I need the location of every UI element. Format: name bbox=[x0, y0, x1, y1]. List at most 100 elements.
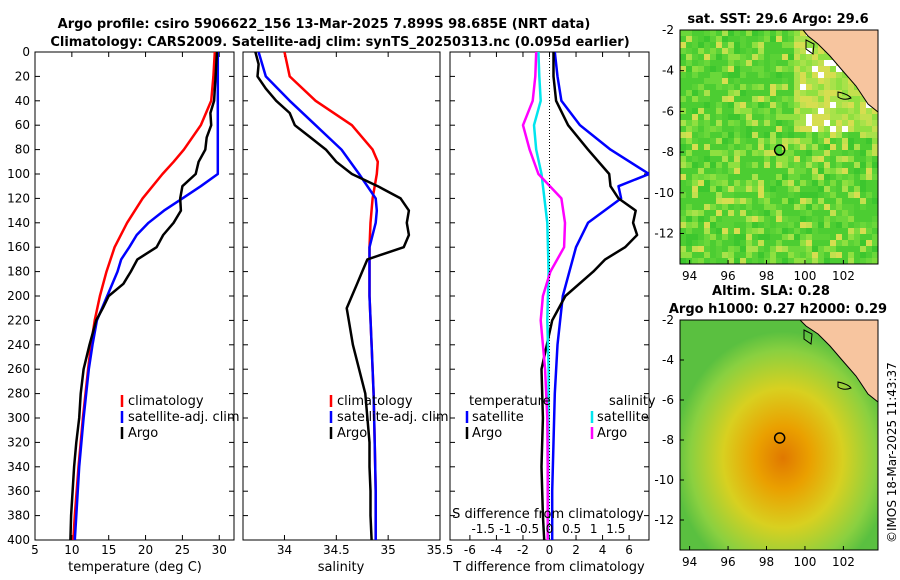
sst-cell bbox=[686, 36, 692, 42]
sst-cell bbox=[842, 210, 848, 216]
sst-cell bbox=[770, 156, 776, 162]
sst-cell bbox=[686, 48, 692, 54]
sst-cell bbox=[866, 144, 872, 150]
sst-cell bbox=[740, 114, 746, 120]
sst-cell bbox=[812, 48, 818, 54]
sst-cell bbox=[824, 114, 830, 120]
sst-cell bbox=[746, 192, 752, 198]
sst-cell bbox=[788, 186, 794, 192]
sst-cell bbox=[812, 234, 818, 240]
sst-cell bbox=[722, 72, 728, 78]
sst-cell bbox=[728, 126, 734, 132]
sst-cell bbox=[716, 42, 722, 48]
sst-cell bbox=[830, 150, 836, 156]
sst-cell bbox=[818, 114, 824, 120]
sst-cell bbox=[698, 252, 704, 258]
sst-cell bbox=[722, 42, 728, 48]
sst-cell bbox=[830, 192, 836, 198]
sst-cell bbox=[854, 240, 860, 246]
sst-cell bbox=[782, 108, 788, 114]
sst-cell bbox=[692, 84, 698, 90]
sst-cell bbox=[716, 180, 722, 186]
sst-cell bbox=[842, 150, 848, 156]
sst-cell bbox=[722, 114, 728, 120]
sst-cell bbox=[776, 114, 782, 120]
sst-cell bbox=[734, 114, 740, 120]
sst-cell bbox=[806, 126, 812, 132]
sst-cell bbox=[746, 258, 752, 264]
sst-cell bbox=[842, 240, 848, 246]
sst-cell bbox=[818, 234, 824, 240]
sst-cell bbox=[806, 138, 812, 144]
sst-cell bbox=[800, 96, 806, 102]
sst-cell bbox=[842, 132, 848, 138]
sst-cell bbox=[710, 54, 716, 60]
sst-cell bbox=[752, 222, 758, 228]
sst-cell bbox=[680, 132, 686, 138]
sst-cell bbox=[860, 174, 866, 180]
sst-cell bbox=[842, 168, 848, 174]
sst-cell bbox=[830, 174, 836, 180]
sst-cell bbox=[734, 90, 740, 96]
sst-cell bbox=[686, 144, 692, 150]
y-tick-label: 120 bbox=[7, 191, 30, 205]
x-tick-label: 98 bbox=[759, 269, 774, 283]
sst-cell bbox=[818, 96, 824, 102]
sst-cell bbox=[812, 168, 818, 174]
sst-cell bbox=[752, 234, 758, 240]
sst-cell bbox=[794, 42, 800, 48]
sst-cell bbox=[782, 66, 788, 72]
sst-cell bbox=[806, 66, 812, 72]
sst-cell bbox=[824, 240, 830, 246]
sst-cell bbox=[692, 102, 698, 108]
sst-cell bbox=[836, 216, 842, 222]
sst-cell bbox=[722, 252, 728, 258]
sst-cell bbox=[704, 120, 710, 126]
sst-cell bbox=[776, 78, 782, 84]
sst-cell bbox=[848, 174, 854, 180]
sst-cell bbox=[740, 96, 746, 102]
sst-cell bbox=[818, 144, 824, 150]
sst-cell bbox=[710, 36, 716, 42]
sst-cell bbox=[776, 168, 782, 174]
sst-cell bbox=[824, 204, 830, 210]
sst-cell bbox=[716, 150, 722, 156]
series-line-t-satellite bbox=[550, 52, 649, 540]
sst-cell bbox=[776, 96, 782, 102]
sst-cell bbox=[770, 246, 776, 252]
sst-cell bbox=[728, 174, 734, 180]
sst-cell bbox=[812, 246, 818, 252]
sst-cell bbox=[812, 54, 818, 60]
sst-cell bbox=[800, 84, 806, 90]
sst-cell bbox=[770, 78, 776, 84]
sst-cell bbox=[752, 54, 758, 60]
sst-cell bbox=[794, 144, 800, 150]
sst-cell bbox=[722, 186, 728, 192]
sst-cell bbox=[770, 60, 776, 66]
difference-legend: temperature salinity satellite Argo sate… bbox=[465, 394, 656, 441]
y-tick-label: 220 bbox=[7, 313, 30, 327]
sst-cell bbox=[740, 102, 746, 108]
sst-cell bbox=[764, 66, 770, 72]
sst-cell bbox=[812, 120, 818, 126]
sst-cell bbox=[836, 186, 842, 192]
sst-cell bbox=[824, 234, 830, 240]
sst-cell bbox=[794, 222, 800, 228]
sst-cell bbox=[782, 168, 788, 174]
legend-t-satellite: satellite bbox=[472, 410, 524, 425]
sst-cell bbox=[788, 78, 794, 84]
sst-cell bbox=[842, 72, 848, 78]
sst-cell bbox=[872, 138, 878, 144]
sst-cell bbox=[818, 120, 824, 126]
sst-cell bbox=[836, 204, 842, 210]
sst-cell bbox=[848, 186, 854, 192]
sst-cell bbox=[692, 168, 698, 174]
series-line-s-argo bbox=[521, 52, 567, 540]
sst-cell bbox=[710, 216, 716, 222]
sst-cell bbox=[758, 144, 764, 150]
sst-cell bbox=[788, 36, 794, 42]
sst-cell bbox=[704, 210, 710, 216]
sst-cell bbox=[734, 54, 740, 60]
sst-cell bbox=[824, 162, 830, 168]
y-tick-label: -2 bbox=[662, 313, 674, 327]
